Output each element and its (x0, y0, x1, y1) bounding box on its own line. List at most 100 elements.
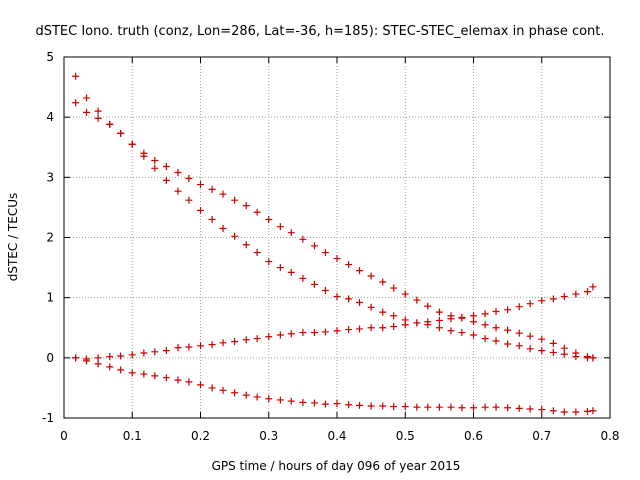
data-point (253, 208, 261, 216)
data-point (117, 366, 125, 374)
data-point (185, 196, 193, 204)
data-point (583, 407, 591, 415)
data-point (515, 329, 523, 337)
data-point (231, 389, 239, 397)
data-point (197, 381, 204, 389)
data-point (174, 344, 182, 352)
data-point (526, 405, 534, 413)
data-point (458, 329, 466, 337)
data-point (526, 332, 534, 340)
data-point (151, 156, 159, 164)
data-point (470, 404, 477, 412)
data-point (333, 400, 341, 408)
data-point (117, 129, 125, 137)
data-point (492, 337, 500, 345)
data-point (310, 329, 318, 337)
data-point (287, 330, 295, 338)
data-series (72, 72, 597, 362)
data-point (367, 272, 375, 280)
data-point (401, 290, 409, 298)
data-point (390, 312, 398, 320)
data-point (151, 372, 159, 380)
data-point (413, 403, 421, 411)
data-point (276, 396, 284, 404)
data-point (504, 340, 512, 348)
data-point (435, 324, 443, 332)
data-point (231, 338, 239, 346)
data-point (413, 296, 421, 304)
data-point (321, 328, 329, 336)
data-point (253, 393, 261, 401)
data-point (549, 295, 557, 303)
data-series (72, 99, 597, 362)
x-tick-label: 0.2 (191, 429, 210, 443)
data-point (492, 324, 500, 332)
data-series (72, 283, 597, 363)
data-point (447, 315, 455, 323)
data-point (424, 302, 432, 310)
y-tick-label: 5 (46, 50, 54, 64)
data-point (356, 267, 364, 275)
data-point (106, 120, 114, 128)
data-point (310, 399, 318, 407)
data-point (367, 303, 375, 311)
data-point (208, 185, 216, 193)
data-point (299, 398, 307, 406)
data-point (589, 407, 597, 415)
data-point (367, 402, 375, 410)
x-tick-label: 0 (60, 429, 68, 443)
data-point (310, 242, 318, 250)
data-point (242, 336, 250, 344)
data-point (390, 284, 398, 292)
data-point (208, 384, 216, 392)
data-point (504, 404, 512, 412)
x-tick-label: 0.3 (259, 429, 278, 443)
data-point (162, 163, 170, 171)
data-point (458, 404, 466, 412)
data-point (345, 261, 353, 269)
data-point (504, 306, 512, 314)
data-point (435, 317, 443, 325)
data-point (151, 348, 159, 356)
data-point (253, 249, 261, 257)
data-point (140, 370, 148, 378)
data-point (265, 215, 273, 223)
data-point (276, 264, 284, 272)
data-point (242, 202, 250, 210)
data-point (492, 308, 500, 316)
data-point (401, 321, 409, 329)
data-point (458, 314, 466, 322)
data-point (424, 403, 432, 411)
data-point (185, 175, 193, 183)
data-point (470, 318, 477, 326)
data-point (447, 327, 455, 335)
data-point (219, 339, 227, 347)
data-point (333, 255, 341, 263)
data-point (481, 321, 489, 329)
data-point (560, 344, 568, 352)
data-point (242, 241, 250, 249)
data-point (435, 403, 443, 411)
data-point (185, 343, 193, 351)
data-point (379, 308, 387, 316)
data-point (321, 400, 329, 408)
axis-ticks: 0 0.1 0.2 0.3 0.4 0.5 0.6 0.7 0.8 -1 0 1 2 3 4 5 (42, 50, 620, 443)
data-point (117, 352, 125, 360)
data-point (390, 403, 398, 411)
data-point (197, 342, 204, 350)
data-point (379, 324, 387, 332)
data-point (572, 290, 580, 298)
data-point (549, 348, 557, 356)
data-point (94, 114, 102, 122)
data-point (413, 319, 421, 327)
data-point (299, 274, 307, 282)
data-point (106, 353, 114, 361)
data-point (333, 292, 341, 300)
y-tick-label: 2 (46, 231, 54, 245)
data-point (435, 308, 443, 316)
data-point (356, 401, 364, 409)
data-point (242, 391, 250, 399)
x-axis-label: GPS time / hours of day 096 of year 2015 (212, 459, 461, 473)
data-point (287, 397, 295, 405)
